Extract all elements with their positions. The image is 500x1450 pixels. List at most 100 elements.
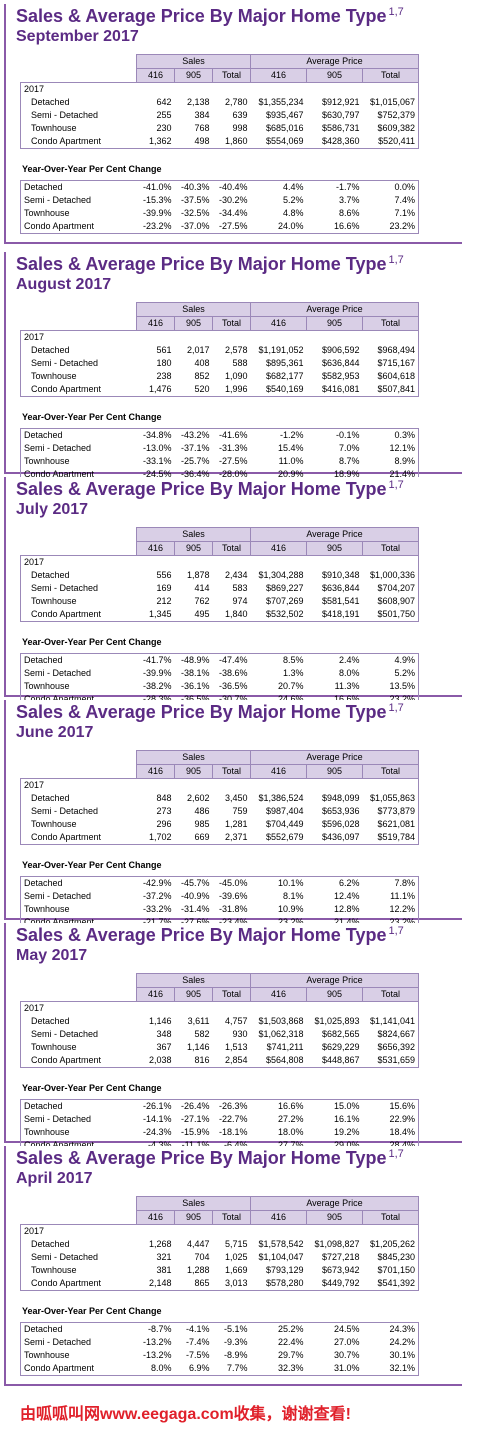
column-header: 905 <box>306 1210 363 1225</box>
pct-cell: 12.2% <box>362 903 419 916</box>
yoy-row: Townhouse -24.3% -15.9% -18.1% 18.0% 19.2% 18.… <box>20 1126 419 1139</box>
value-cell: 1,362 <box>136 135 175 149</box>
pct-cell: -18.1% <box>218 1127 248 1137</box>
value-cell: $532,502 <box>250 608 307 622</box>
value-cell: $552,679 <box>250 831 307 845</box>
pct-cell: 4.4% <box>250 180 307 194</box>
value-cell: $773,879 <box>362 805 419 818</box>
value-cell: $793,129 <box>265 1265 304 1275</box>
blank-cell <box>174 330 213 344</box>
value-cell: 414 <box>194 583 210 593</box>
sales-group-header: Sales <box>136 302 251 317</box>
table-row: Townhouse 296 985 1,281 $704,449 $596,028 $621… <box>20 818 419 831</box>
pct-cell: 12.8% <box>333 904 360 914</box>
blank-cell <box>21 751 137 765</box>
row-label: Detached <box>20 1015 137 1028</box>
pct-cell: 8.1% <box>282 891 304 901</box>
value-cell: $604,618 <box>362 370 419 383</box>
yoy-row: Townhouse -33.1% -25.7% -27.5% 11.0% 8.7% 8.9% <box>20 455 419 468</box>
yoy-row: Detached -26.1% -26.4% -26.3% 16.6% 15.0% 15.6… <box>20 1099 419 1113</box>
pct-cell: -37.5% <box>180 195 210 205</box>
sales-group-header: Sales <box>136 1196 251 1211</box>
blank-cell <box>21 765 137 779</box>
value-cell: $1,304,288 <box>258 570 304 580</box>
footnote-ref: 1,7 <box>388 1148 404 1160</box>
pct-cell: -40.9% <box>180 891 210 901</box>
table-row: Semi - Detached 273 486 759 $987,404 $653,936… <box>20 805 419 818</box>
pct-cell: -1.2% <box>250 428 307 442</box>
pct-cell: -26.3% <box>212 1099 251 1113</box>
pct-cell: 27.0% <box>333 1337 360 1347</box>
sales-price-table: Sales Average Price 416 905 Total 416 905 Total… <box>20 54 419 149</box>
column-header: Total <box>212 987 251 1002</box>
pct-cell: -14.1% <box>142 1114 172 1124</box>
year-label: 2017 <box>20 82 137 96</box>
table-row: Townhouse 212 762 974 $707,269 $581,541 $608,9… <box>20 595 419 608</box>
value-cell: $948,099 <box>321 793 360 803</box>
table-row: Detached 1,146 3,611 4,757 $1,503,868 $1,025,… <box>20 1015 419 1028</box>
column-header: Total <box>212 764 251 779</box>
value-cell: $581,541 <box>321 596 360 606</box>
blank-cell <box>174 555 213 569</box>
value-cell: 321 <box>156 1252 172 1262</box>
pct-cell: 18.4% <box>362 1126 419 1139</box>
pct-cell: -40.3% <box>174 180 213 194</box>
blank-cell <box>21 55 137 69</box>
table-row: Condo Apartment 1,362 498 1,860 $554,069 $428… <box>20 135 419 149</box>
value-cell: $1,055,863 <box>362 792 419 805</box>
yoy-row: Townhouse -13.2% -7.5% -8.9% 29.7% 30.7% 30.1% <box>20 1349 419 1362</box>
pct-cell: -13.0% <box>142 443 172 453</box>
year-label: 2017 <box>20 555 137 569</box>
value-cell: 1,268 <box>148 1239 172 1249</box>
value-cell: 1,288 <box>186 1265 210 1275</box>
column-header: Total <box>362 1210 419 1225</box>
value-cell: 588 <box>232 358 248 368</box>
pct-cell: 24.5% <box>306 1322 363 1336</box>
value-cell: 556 <box>156 570 172 580</box>
value-cell: $682,565 <box>321 1029 360 1039</box>
value-cell: $1,141,041 <box>362 1015 419 1028</box>
pct-cell: -31.3% <box>218 443 248 453</box>
value-cell: $727,218 <box>321 1252 360 1262</box>
table-row: Townhouse 230 768 998 $685,016 $586,731 $609,3… <box>20 122 419 135</box>
value-cell: $448,867 <box>306 1054 363 1068</box>
pct-cell: -34.4% <box>218 208 248 218</box>
month-panel: Sales & Average Price By Major Home Type… <box>4 700 462 930</box>
footnote-ref: 1,7 <box>388 254 404 266</box>
blank-cell <box>21 1211 137 1225</box>
pct-cell: 5.2% <box>362 667 419 680</box>
value-cell: $824,667 <box>362 1028 419 1041</box>
panel-title: Sales & Average Price By Major Home Type… <box>16 925 404 946</box>
column-header: 416 <box>136 541 175 556</box>
row-label: Semi - Detached <box>20 194 137 207</box>
value-cell: $428,360 <box>306 135 363 149</box>
value-cell: 1,669 <box>224 1265 248 1275</box>
table-row: Condo Apartment 1,702 669 2,371 $552,679 $436… <box>20 831 419 845</box>
row-label: Semi - Detached <box>20 805 137 818</box>
panel-month: August 2017 <box>16 276 112 293</box>
sales-group-header: Sales <box>136 527 251 542</box>
pct-cell: 12.4% <box>333 891 360 901</box>
yoy-row: Detached -34.8% -43.2% -41.6% -1.2% -0.1% 0.3% <box>20 428 419 442</box>
row-label: Condo Apartment <box>20 135 137 149</box>
blank-cell <box>362 330 419 344</box>
pct-cell: -39.6% <box>218 891 248 901</box>
footer-watermark-text: 由呱呱叫网www.eegaga.com收集，谢谢查看! <box>20 1406 352 1423</box>
yoy-title: Year-Over-Year Per Cent Change <box>22 412 162 422</box>
sales-price-table: Sales Average Price 416 905 Total 416 905 Total… <box>20 302 419 397</box>
blank-cell <box>362 1001 419 1015</box>
value-cell: $704,449 <box>265 819 304 829</box>
value-cell: 2,602 <box>186 793 210 803</box>
pct-cell: 15.6% <box>362 1099 419 1113</box>
pct-cell: 7.1% <box>362 207 419 220</box>
value-cell: 2,434 <box>224 570 248 580</box>
value-cell: $578,280 <box>250 1277 307 1291</box>
pct-cell: 8.6% <box>338 208 360 218</box>
blank-cell <box>250 555 307 569</box>
blank-cell <box>136 1224 175 1238</box>
value-cell: $608,907 <box>362 595 419 608</box>
column-header: 416 <box>250 541 307 556</box>
value-cell: $636,844 <box>321 358 360 368</box>
value-cell: 930 <box>232 1029 248 1039</box>
value-cell: $653,936 <box>321 806 360 816</box>
